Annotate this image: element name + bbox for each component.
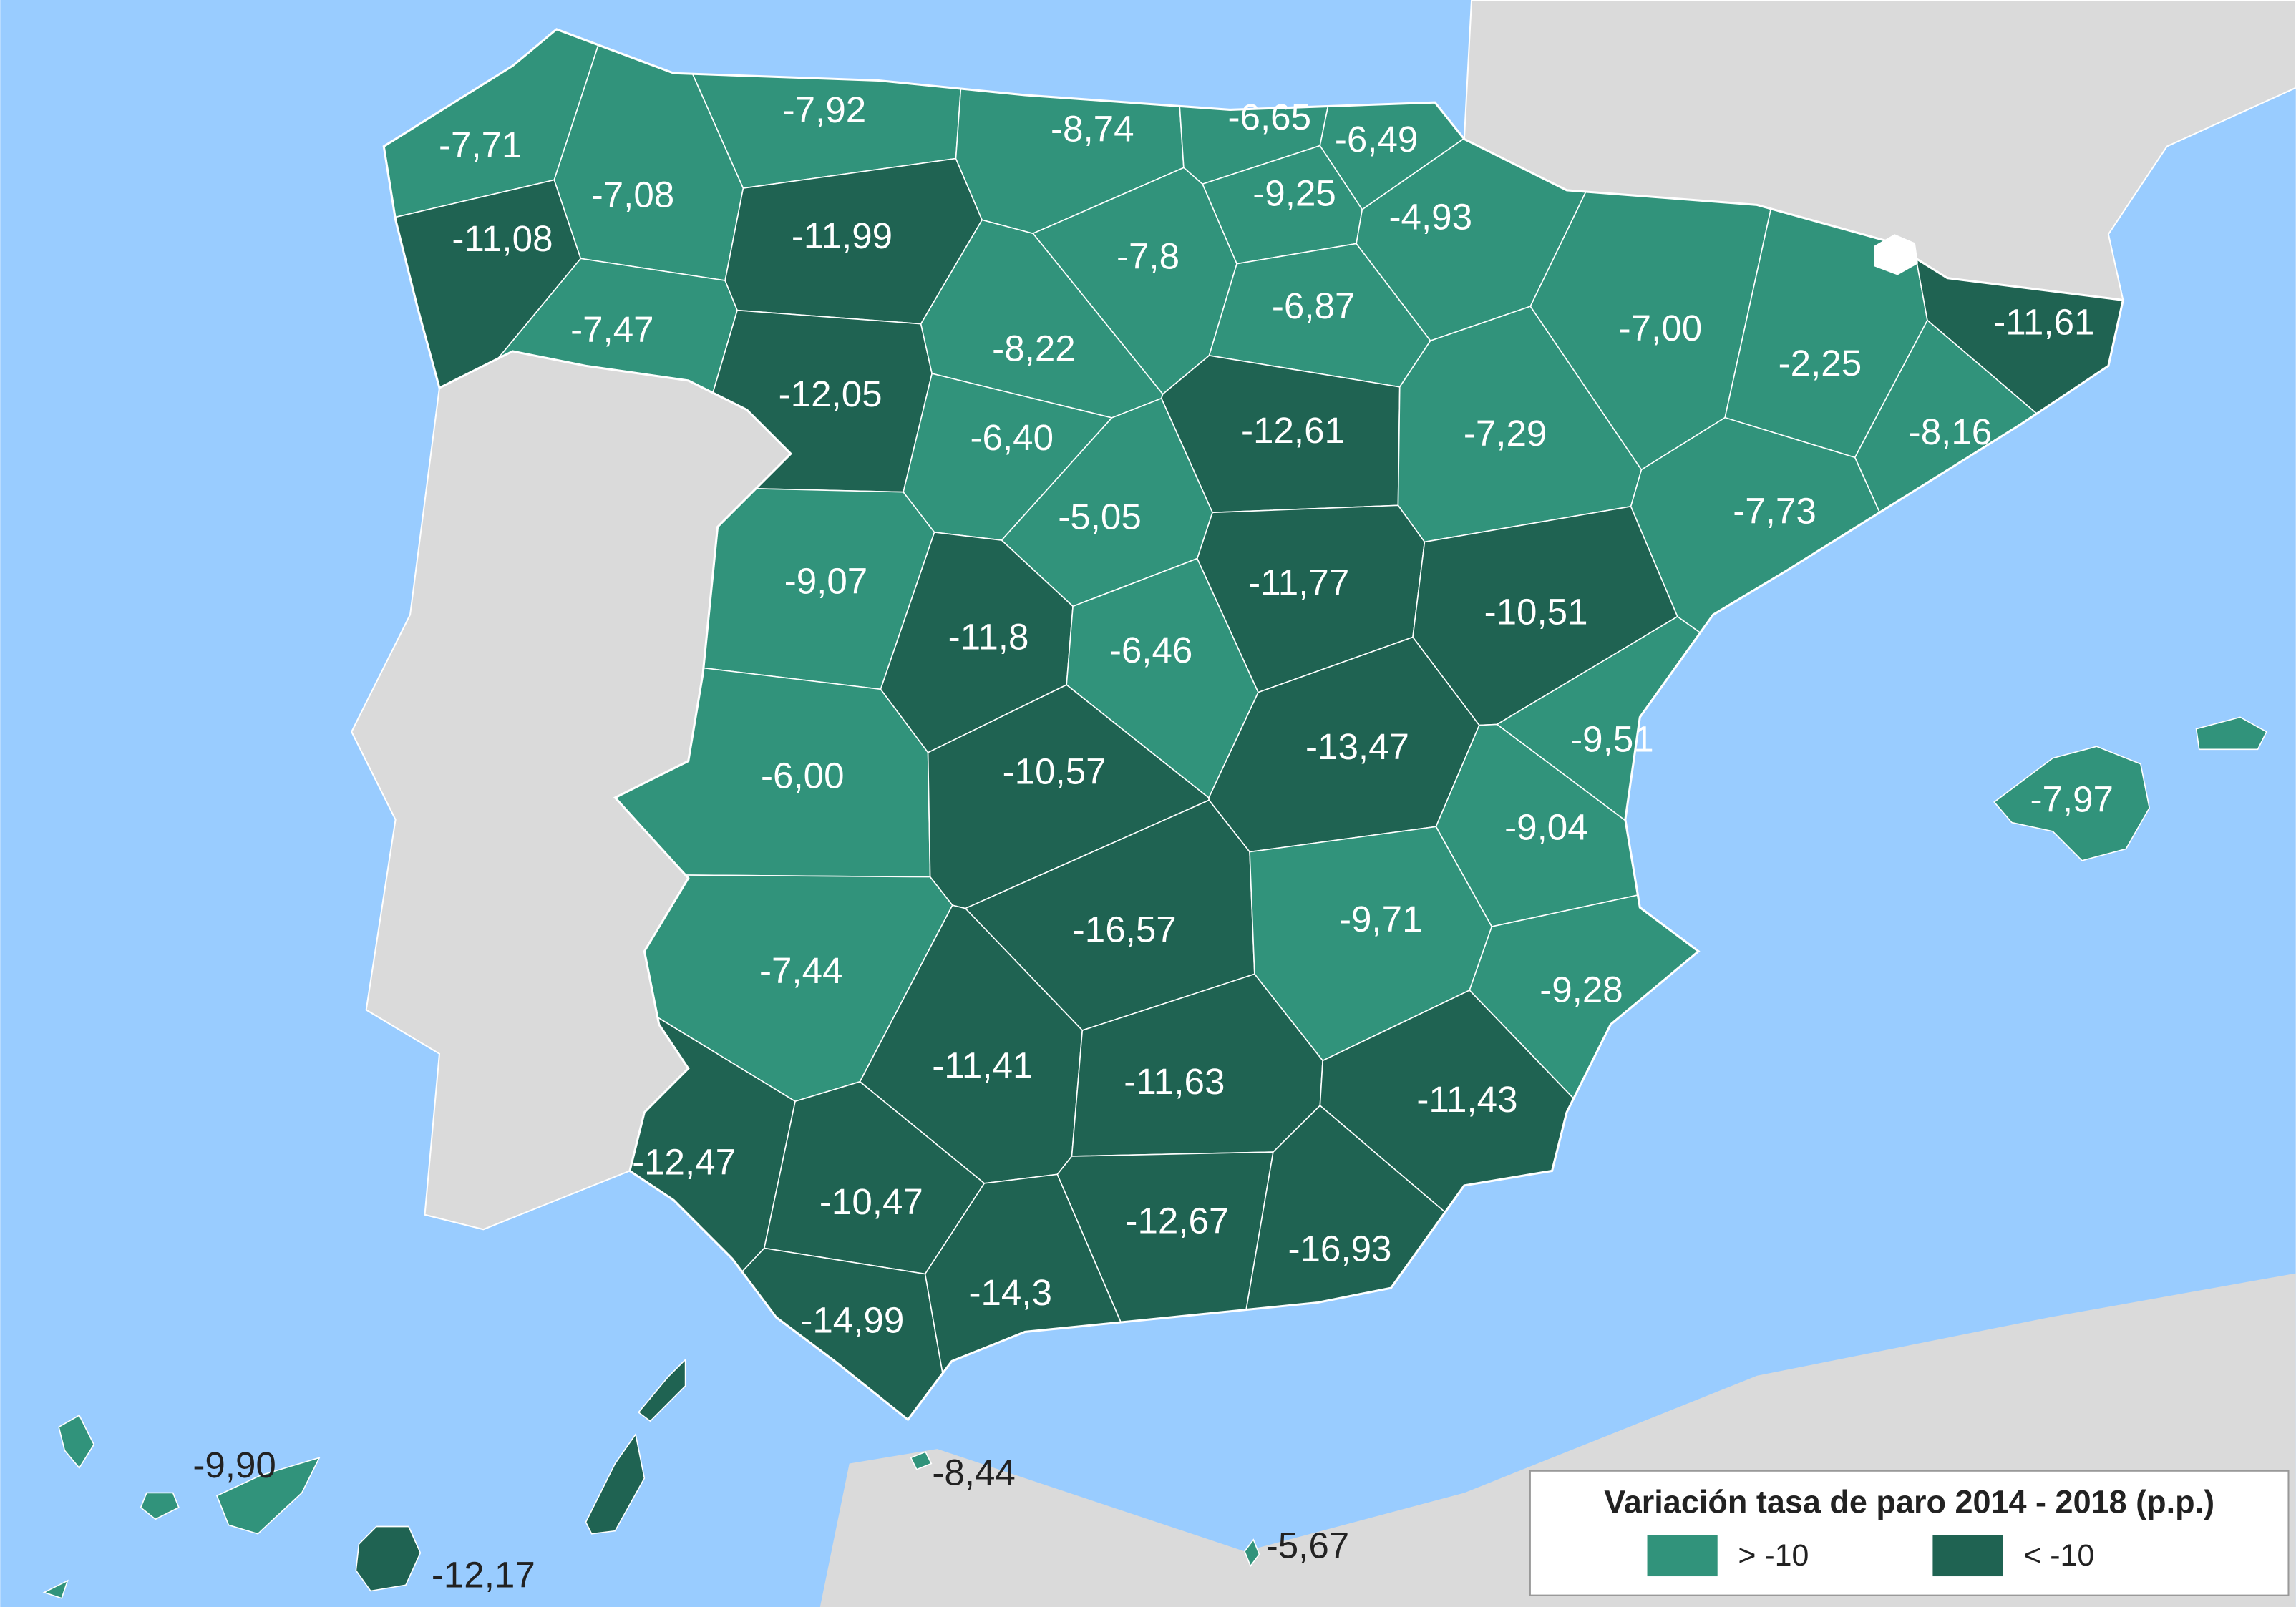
island [42, 1579, 69, 1599]
province-label: -2,25 [1779, 343, 1862, 384]
province-label: -11,43 [1416, 1079, 1517, 1120]
province-label: -11,41 [932, 1045, 1033, 1086]
province-label: -13,47 [1305, 726, 1409, 767]
province-label: -9,51 [1570, 719, 1654, 760]
legend-swatch [1932, 1535, 2003, 1577]
province-label: -11,08 [452, 218, 553, 259]
province-label: -11,77 [1248, 562, 1349, 603]
islands [42, 716, 2267, 1599]
province-label: -6,87 [1272, 285, 1356, 326]
province-label: -10,47 [819, 1181, 923, 1222]
province-label: -11,61 [1993, 302, 2094, 343]
legend-swatch [1647, 1535, 1718, 1577]
province-label: -9,28 [1539, 969, 1623, 1010]
island [58, 1414, 95, 1470]
province-label: -8,74 [1051, 109, 1134, 150]
province-label: -8,22 [992, 328, 1076, 368]
province-label: -9,25 [1252, 173, 1336, 214]
province-label: -7,08 [591, 175, 675, 215]
island-label: -12,17 [432, 1555, 535, 1596]
province-label: -10,51 [1484, 592, 1588, 632]
legend-label: > -10 [1738, 1538, 1809, 1573]
island [637, 1358, 686, 1422]
province-label: -7,73 [1733, 490, 1816, 531]
province-label: -9,07 [784, 561, 868, 602]
province-label: -5,05 [1058, 497, 1142, 537]
province-label: -7,71 [439, 124, 522, 165]
island-label: -7,97 [2030, 778, 2113, 819]
province-label: -7,47 [570, 309, 654, 350]
island-label: -9,90 [193, 1445, 276, 1485]
island [585, 1432, 646, 1535]
province-label: -7,8 [1117, 236, 1179, 277]
legend-title: Variación tasa de paro 2014 - 2018 (p.p.… [1604, 1484, 2214, 1520]
province-label: -16,93 [1288, 1228, 1391, 1269]
island [215, 1457, 321, 1535]
island [355, 1525, 422, 1592]
island-label: -8,44 [932, 1452, 1016, 1493]
province-label: -6,65 [1228, 97, 1312, 137]
legend-label: < -10 [2023, 1538, 2094, 1573]
province-label: -14,3 [968, 1272, 1052, 1313]
island-label: -5,67 [1266, 1525, 1350, 1566]
province-label: -14,99 [800, 1300, 904, 1341]
province-label: -12,61 [1241, 410, 1345, 451]
province-label: -12,47 [632, 1142, 736, 1183]
province [384, 179, 582, 821]
island [910, 1451, 933, 1470]
province-label: -6,49 [1335, 119, 1419, 160]
province-label: -7,00 [1619, 308, 1703, 348]
province-label: -12,67 [1125, 1201, 1229, 1241]
province-label: -6,40 [970, 417, 1054, 458]
province-label: -7,92 [783, 89, 867, 130]
province-label: -11,99 [792, 215, 892, 256]
province-label: -12,05 [779, 373, 882, 414]
province-label: -9,71 [1339, 899, 1423, 939]
island [1993, 746, 2151, 861]
island [2195, 716, 2267, 751]
province-label: -6,00 [761, 756, 845, 796]
province-label: -7,44 [759, 950, 843, 991]
legend: > -10 < -10 [1647, 1535, 2094, 1577]
province-label: -8,16 [1909, 411, 1993, 452]
province-label: -11,63 [1124, 1061, 1225, 1102]
province-label: -7,29 [1464, 413, 1547, 454]
labels: -7,71 -7,08 -11,08 -7,47 -7,92 -11,99 -12,05 -8… [193, 89, 2113, 1596]
island [140, 1492, 180, 1520]
province-label: -10,57 [1003, 751, 1106, 792]
province-label: -6,46 [1109, 630, 1193, 670]
province-label: -11,8 [948, 616, 1029, 657]
province-label: -9,04 [1504, 806, 1588, 847]
island [1244, 1538, 1260, 1568]
province-label: -16,57 [1073, 909, 1177, 950]
andorra [1874, 234, 1918, 275]
province-label: -4,93 [1389, 196, 1473, 237]
